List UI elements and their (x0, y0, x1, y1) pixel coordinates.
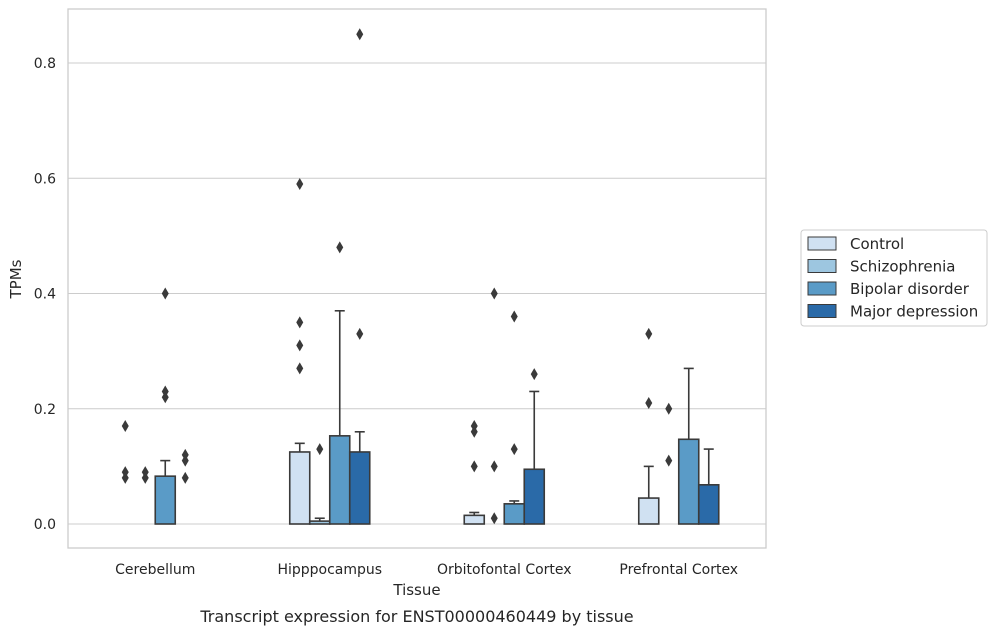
outlier-point (316, 443, 324, 456)
bar (328, 435, 351, 525)
outlier-point (296, 362, 304, 375)
outlier-point (490, 460, 498, 473)
outlier-point (121, 420, 129, 433)
y-tick-label: 0.0 (34, 517, 56, 533)
chart-caption: Transcript expression for ENST0000046044… (199, 607, 633, 626)
legend-swatch (807, 236, 837, 251)
outlier-point (645, 396, 653, 409)
legend-swatch (807, 281, 837, 296)
outlier-point (121, 471, 129, 484)
outlier-point (490, 512, 498, 525)
outlier-point (181, 471, 189, 484)
outlier-point (161, 391, 169, 404)
bar (697, 484, 720, 525)
y-tick-label: 0.2 (34, 402, 56, 418)
x-tick-label: Prefrontal Cortex (619, 562, 738, 578)
legend-swatch (807, 304, 837, 318)
bar (637, 497, 660, 525)
error-bar-group (160, 309, 714, 522)
bar (288, 451, 311, 525)
outlier-point (141, 471, 149, 484)
outlier-point (296, 339, 304, 352)
outlier-point (645, 327, 653, 340)
outlier-point (470, 425, 478, 438)
outlier-point (665, 454, 673, 467)
x-tick-label: Orbitofontal Cortex (437, 562, 572, 578)
outlier-point (510, 443, 518, 456)
outlier-point (161, 287, 169, 300)
plot-area (68, 9, 766, 548)
outlier-point (530, 368, 538, 381)
outlier-point (470, 460, 478, 473)
bar (348, 451, 371, 525)
legend-label: Bipolar disorder (850, 280, 970, 298)
x-tick-label: Hipppocampus (277, 562, 382, 578)
legend-label: Schizophrenia (850, 258, 955, 276)
outlier-point (336, 241, 344, 254)
outlier-point (665, 402, 673, 415)
bar (677, 438, 700, 525)
x-axis-label: Tissue (392, 581, 440, 599)
bar (154, 475, 177, 525)
y-axis-label: TPMs (7, 259, 25, 299)
legend-frame (800, 229, 988, 327)
outlier-point (356, 327, 364, 340)
bar (308, 520, 331, 525)
plot-frame (67, 8, 767, 549)
legend-swatch (807, 259, 837, 273)
outlier-point (296, 178, 304, 191)
bar (503, 503, 526, 525)
y-tick-labels: 0.0 0.2 0.4 0.6 0.8 (34, 56, 56, 533)
bar (523, 468, 546, 525)
y-tick-label: 0.6 (34, 171, 56, 187)
x-tick-labels: Cerebellum Hipppocampus Orbitofontal Corte… (115, 562, 738, 578)
x-tick-label: Cerebellum (115, 562, 195, 578)
outlier-point (181, 454, 189, 467)
legend: Control Schizophrenia Bipolar disorder Majo… (800, 229, 988, 327)
outlier-point (356, 28, 364, 41)
bar (463, 514, 486, 525)
outlier-group (121, 28, 673, 525)
legend-label: Control (850, 235, 904, 253)
outlier-point (490, 287, 498, 300)
outlier-point (510, 310, 518, 323)
legend-label: Major depression (850, 303, 978, 321)
y-tick-label: 0.4 (34, 287, 56, 303)
outlier-point (296, 316, 304, 329)
y-tick-label: 0.8 (34, 56, 56, 72)
